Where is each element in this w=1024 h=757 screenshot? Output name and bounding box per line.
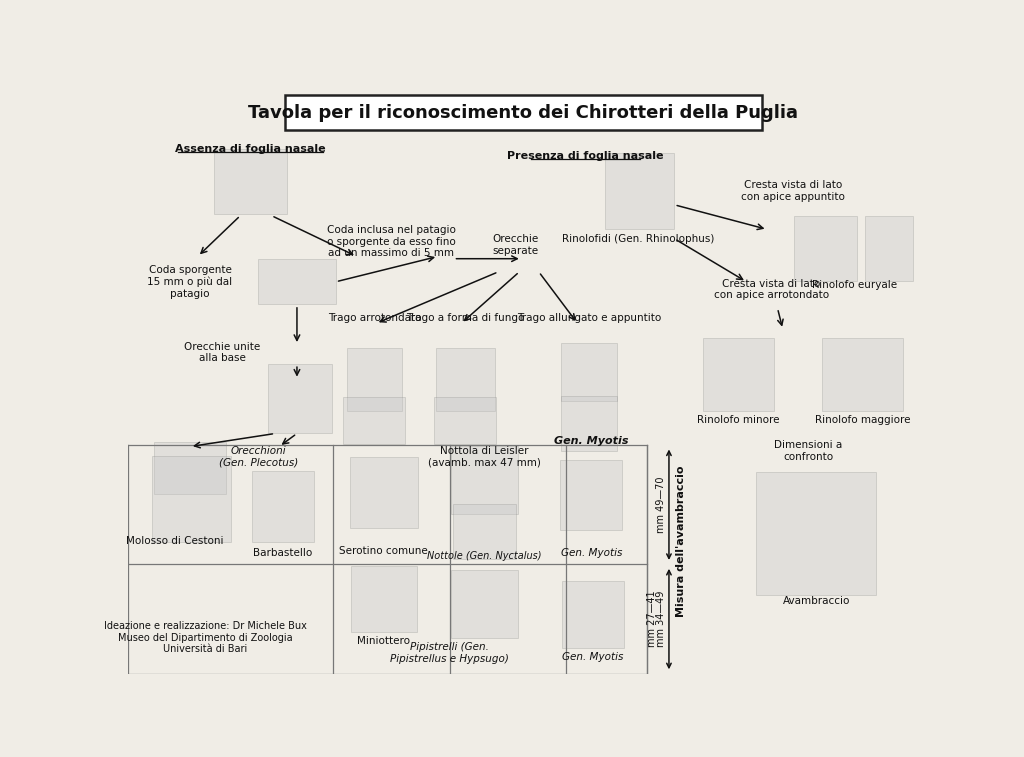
Text: Assenza di foglia nasale: Assenza di foglia nasale xyxy=(175,145,326,154)
Text: mm 49—70: mm 49—70 xyxy=(656,476,667,533)
Bar xyxy=(452,570,518,637)
Text: Orecchie unite
alla base: Orecchie unite alla base xyxy=(184,342,261,363)
Text: mm 27—41: mm 27—41 xyxy=(647,590,657,647)
Text: Serotino comune: Serotino comune xyxy=(339,547,428,556)
Bar xyxy=(560,460,623,530)
Text: Rinolofo euryale: Rinolofo euryale xyxy=(812,280,897,290)
Bar xyxy=(343,397,406,444)
Bar xyxy=(703,338,774,411)
Text: Gen. Myotis: Gen. Myotis xyxy=(561,548,623,558)
Text: Molosso di Cestoni: Molosso di Cestoni xyxy=(126,536,223,547)
Bar xyxy=(822,338,903,411)
Text: Trago allungato e appuntito: Trago allungato e appuntito xyxy=(517,313,662,323)
Bar xyxy=(561,343,617,401)
Text: Orecchie
separate: Orecchie separate xyxy=(493,234,539,256)
Text: Rinolofo maggiore: Rinolofo maggiore xyxy=(815,416,910,425)
FancyBboxPatch shape xyxy=(285,95,762,130)
Text: Nottola di Leisler
(avamb. max 47 mm): Nottola di Leisler (avamb. max 47 mm) xyxy=(428,446,541,467)
Text: Orecchioni
(Gen. Plecotus): Orecchioni (Gen. Plecotus) xyxy=(218,446,298,467)
Bar xyxy=(434,397,496,444)
Bar xyxy=(349,457,418,528)
Bar xyxy=(756,472,877,595)
Bar xyxy=(152,456,231,542)
Bar xyxy=(453,503,516,559)
Text: mm 34—49: mm 34—49 xyxy=(656,591,667,647)
Bar xyxy=(346,348,402,411)
Text: Rinolofidi (Gen. Rhinolophus): Rinolofidi (Gen. Rhinolophus) xyxy=(562,234,714,244)
Bar xyxy=(268,364,332,434)
Text: Ideazione e realizzazione: Dr Michele Bux
Museo del Dipartimento di Zoologia
Uni: Ideazione e realizzazione: Dr Michele Bu… xyxy=(104,621,307,654)
Text: Coda sporgente
15 mm o più dal
patagio: Coda sporgente 15 mm o più dal patagio xyxy=(147,265,232,299)
Bar xyxy=(561,396,617,451)
Text: Miniottero: Miniottero xyxy=(357,637,411,646)
Bar xyxy=(351,566,417,632)
Bar xyxy=(794,217,857,281)
Text: Coda inclusa nel patagio
o sporgente da esso fino
ad un massimo di 5 mm: Coda inclusa nel patagio o sporgente da … xyxy=(327,225,456,258)
Text: Cresta vista di lato
con apice appuntito: Cresta vista di lato con apice appuntito xyxy=(741,180,845,201)
Text: Trago a forma di fungo: Trago a forma di fungo xyxy=(406,313,524,323)
Bar xyxy=(155,442,225,494)
Text: Avambraccio: Avambraccio xyxy=(782,596,850,606)
Bar xyxy=(214,149,288,214)
Text: Dimensioni a
confronto: Dimensioni a confronto xyxy=(774,441,843,462)
Bar xyxy=(562,581,624,648)
Text: Misura dell'avambraccio: Misura dell'avambraccio xyxy=(676,466,686,617)
Text: Gen. Myotis: Gen. Myotis xyxy=(562,652,624,662)
Text: Tavola per il riconoscimento dei Chirotteri della Puglia: Tavola per il riconoscimento dei Chirott… xyxy=(248,104,799,122)
Text: Cresta vista di lato
con apice arrotondato: Cresta vista di lato con apice arrotonda… xyxy=(714,279,828,301)
Bar xyxy=(605,153,674,229)
Text: Nottole (Gen. Nyctalus): Nottole (Gen. Nyctalus) xyxy=(427,551,542,561)
Bar xyxy=(258,260,336,304)
Text: Barbastello: Barbastello xyxy=(253,548,312,558)
Bar xyxy=(252,471,314,542)
Bar xyxy=(435,348,495,411)
Text: Pipistrelli (Gen.
Pipistrellus e Hypsugo): Pipistrelli (Gen. Pipistrellus e Hypsugo… xyxy=(390,642,509,664)
Bar xyxy=(865,217,913,281)
Bar xyxy=(452,446,518,513)
Text: Gen. Myotis: Gen. Myotis xyxy=(554,436,629,446)
Text: Rinolofo minore: Rinolofo minore xyxy=(697,416,780,425)
Text: Presenza di foglia nasale: Presenza di foglia nasale xyxy=(507,151,664,160)
Text: Trago arrotondato: Trago arrotondato xyxy=(328,313,421,323)
